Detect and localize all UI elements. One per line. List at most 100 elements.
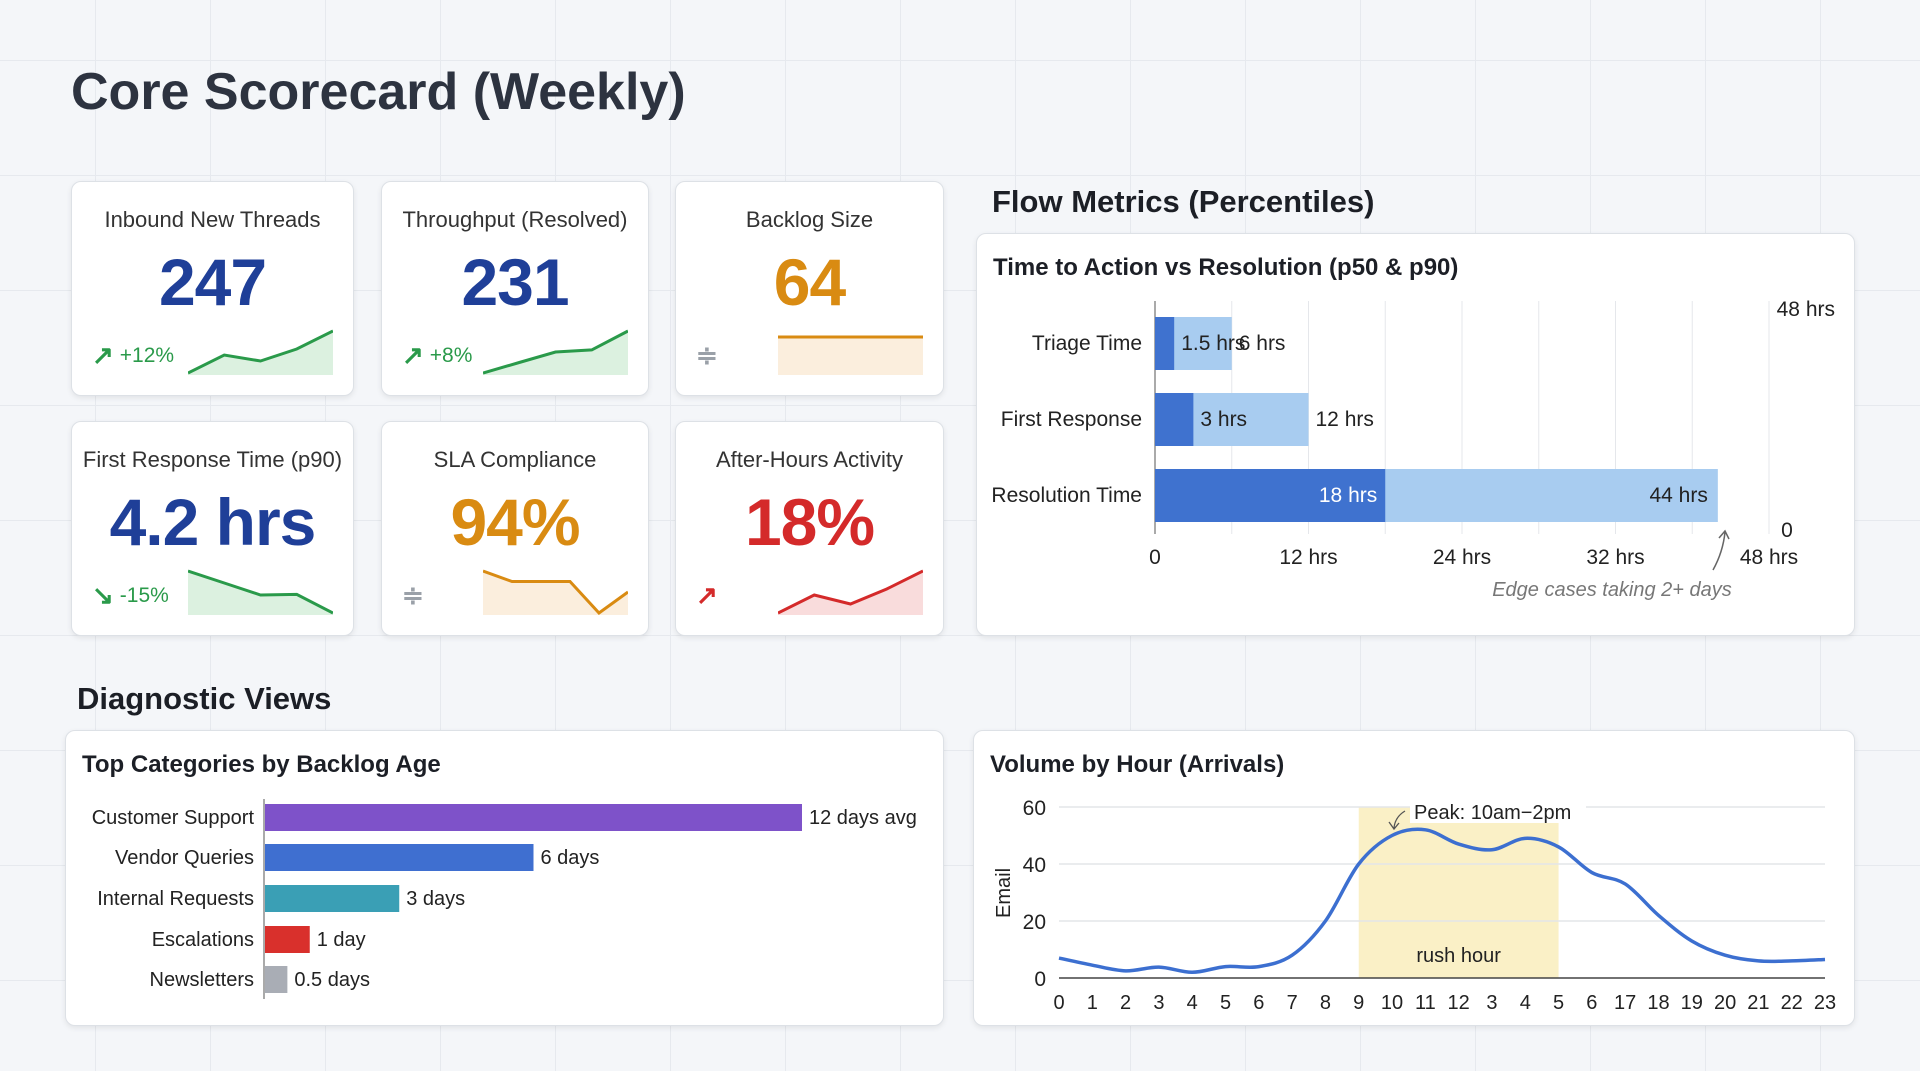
- kpi-card[interactable]: Throughput (Resolved) 231 ↗ +8%: [381, 181, 649, 396]
- sparkline: [778, 335, 923, 375]
- sparkline: [483, 569, 628, 615]
- annotation-background: [1410, 799, 1586, 823]
- x-tick-label: 9: [1353, 992, 1364, 1014]
- x-tick-label: 0: [1149, 546, 1161, 569]
- kpi-trend: -15%: [119, 583, 169, 607]
- sparkline-area: [778, 337, 923, 375]
- flow-chart-title: Time to Action vs Resolution (p50 & p90): [993, 254, 1459, 281]
- category-label: Vendor Queries: [115, 847, 254, 869]
- x-tick-label: 19: [1681, 992, 1703, 1014]
- category-label: Customer Support: [92, 807, 255, 829]
- category-bar: [265, 966, 288, 993]
- x-tick-label: 12: [1448, 992, 1470, 1014]
- sparkline-area: [778, 571, 923, 615]
- x-tick-label: 7: [1287, 992, 1298, 1014]
- sparkline-line: [188, 569, 333, 615]
- p90-label: 12 hrs: [1316, 408, 1374, 431]
- x-tick-label: 23: [1814, 992, 1836, 1014]
- kpi-card[interactable]: Inbound New Threads 247 ↗ +12%: [71, 181, 354, 396]
- kpi-label: Inbound New Threads: [104, 207, 321, 232]
- x-tick-label: 21: [1747, 992, 1769, 1014]
- kpi-value: 231: [461, 245, 569, 319]
- category-value-label: 6 days: [541, 847, 600, 869]
- kpi-value: 64: [773, 245, 846, 319]
- x-tick-label: 18: [1647, 992, 1669, 1014]
- category-bar: [265, 926, 310, 953]
- category-value-label: 1 day: [317, 929, 366, 951]
- x-tick-label: 12 hrs: [1279, 546, 1337, 569]
- x-tick-label: 4: [1520, 992, 1531, 1014]
- x-tick-label: 2: [1120, 992, 1131, 1014]
- kpi-label: Throughput (Resolved): [402, 207, 628, 232]
- arrow-down-right-icon: ↘: [92, 580, 114, 610]
- category-label: Resolution Time: [991, 484, 1142, 507]
- kpi-card[interactable]: First Response Time (p90) 4.2 hrs ↘ -15%: [71, 421, 354, 636]
- sparkline: [188, 329, 333, 375]
- x-tick-label: 11: [1415, 992, 1436, 1014]
- category-value-label: 3 days: [406, 888, 465, 910]
- x-tick-label: 4: [1187, 992, 1198, 1014]
- category-label: Newsletters: [150, 969, 254, 991]
- kpi-card[interactable]: SLA Compliance 94% ≑: [381, 421, 649, 636]
- sparkline-area: [188, 571, 333, 615]
- annotation-text: Edge cases taking 2+ days: [1492, 579, 1732, 601]
- x-tick-label: 32 hrs: [1586, 546, 1644, 569]
- sparkline-line: [483, 329, 628, 375]
- p50-label: 3 hrs: [1200, 408, 1247, 431]
- arrow-up-right-icon: ↗: [92, 340, 114, 370]
- y-axis-label: Email: [993, 868, 1015, 918]
- p90-label: 44 hrs: [1649, 484, 1707, 507]
- sparkline-line: [188, 329, 333, 375]
- kpi-trend: +12%: [119, 343, 175, 367]
- kpi-card[interactable]: Backlog Size 64 ≑: [675, 181, 944, 396]
- x-tick-label: 6: [1586, 992, 1597, 1014]
- x-tick-label: 5: [1220, 992, 1231, 1014]
- x-tick-label: 1: [1087, 992, 1098, 1014]
- sparkline: [188, 569, 333, 615]
- arrow-up-right-icon: ↗: [696, 580, 718, 610]
- kpi-value: 4.2 hrs: [109, 485, 317, 559]
- kpi-value: 247: [158, 245, 267, 319]
- category-bar: [265, 885, 400, 912]
- categories-chart-title: Top Categories by Backlog Age: [82, 751, 441, 778]
- kpi-label: Backlog Size: [745, 207, 874, 232]
- category-bar: [265, 844, 534, 871]
- sparkline-line: [483, 569, 628, 615]
- p50-label: 18 hrs: [1319, 484, 1377, 507]
- x-tick-label: 0: [1053, 992, 1064, 1014]
- annotation-arrow-icon: [1388, 810, 1406, 831]
- annotation-arrow-icon: [1712, 531, 1726, 571]
- volume-panel: Volume by Hour (Arrivals) 0 20 40 60 Email 0 1…: [973, 730, 1855, 1026]
- p50-bar: [1155, 393, 1194, 446]
- sparkline-line: [778, 569, 923, 615]
- x-tick-label: 22: [1781, 992, 1803, 1014]
- x-tick-label: 24 hrs: [1433, 546, 1491, 569]
- category-label: First Response: [1001, 408, 1142, 431]
- x-tick-label: 3: [1486, 992, 1497, 1014]
- kpi-value: 18%: [744, 485, 875, 559]
- sparkline: [778, 569, 923, 615]
- arrow-up-right-icon: ↗: [402, 340, 424, 370]
- band-label: rush hour: [1416, 945, 1501, 967]
- right-axis-bottom-label: 0: [1781, 519, 1793, 542]
- flat-equal-icon: ≑: [402, 580, 424, 610]
- x-tick-label: 48 hrs: [1740, 546, 1798, 569]
- diagnostic-views-heading: Diagnostic Views: [77, 681, 332, 716]
- p50-bar: [1155, 317, 1175, 370]
- volume-line: [1058, 827, 1826, 975]
- annotation-arrowhead-icon: [1718, 529, 1730, 540]
- category-label: Internal Requests: [97, 888, 254, 910]
- kpi-value: 94%: [450, 485, 580, 559]
- x-tick-label: 5: [1553, 992, 1564, 1014]
- right-axis-top-label: 48 hrs: [1777, 298, 1835, 321]
- kpi-card[interactable]: After-Hours Activity 18% ↗: [675, 421, 944, 636]
- y-tick-label: 20: [1023, 911, 1046, 934]
- x-tick-label: 10: [1381, 992, 1403, 1014]
- page-title: Core Scorecard (Weekly): [71, 63, 686, 121]
- volume-chart-title: Volume by Hour (Arrivals): [990, 751, 1285, 778]
- x-tick-label: 6: [1253, 992, 1264, 1014]
- categories-panel: Top Categories by Backlog Age Customer S…: [65, 730, 944, 1026]
- category-value-label: 0.5 days: [294, 969, 370, 991]
- sparkline-area: [188, 331, 333, 375]
